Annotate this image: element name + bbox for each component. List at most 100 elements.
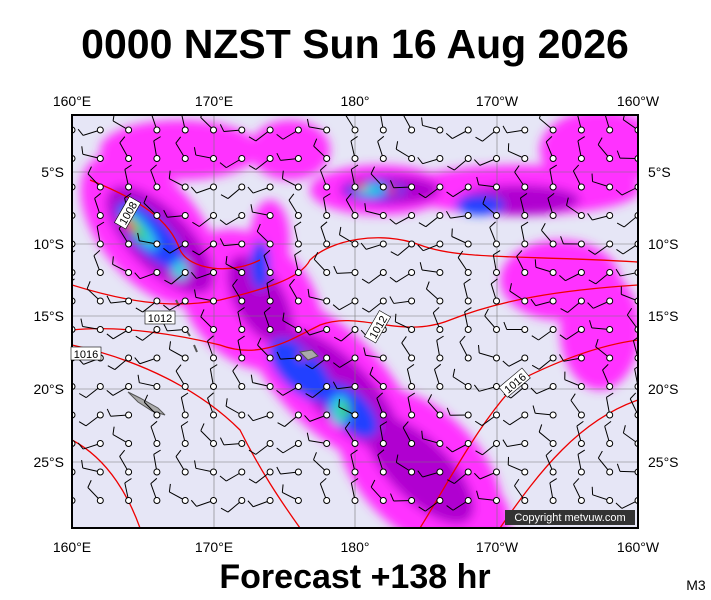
isobar-label-group: 1012	[144, 310, 176, 325]
station	[464, 269, 472, 276]
station	[436, 297, 444, 305]
station	[436, 240, 444, 248]
station	[493, 440, 500, 447]
station	[549, 468, 557, 476]
barb-feather	[190, 499, 197, 507]
barb-feather	[425, 281, 430, 290]
station	[96, 126, 104, 134]
station	[238, 354, 246, 362]
barb-feather	[106, 408, 112, 417]
barb-feather	[237, 335, 245, 341]
copyright: Copyright metvuw.com	[514, 512, 625, 524]
station	[294, 326, 302, 333]
station	[549, 354, 557, 362]
station	[436, 326, 444, 333]
station	[436, 126, 444, 134]
barb-feather	[304, 328, 310, 336]
barb-feather	[248, 164, 257, 170]
station	[181, 326, 189, 333]
station	[464, 383, 472, 390]
station	[266, 354, 274, 362]
barb-feather	[112, 256, 114, 265]
barb-feather	[277, 422, 285, 428]
barb-feather	[545, 449, 553, 456]
station	[379, 354, 387, 362]
station	[351, 269, 359, 276]
station	[493, 411, 500, 419]
station	[238, 269, 246, 276]
barb-feather	[379, 421, 388, 427]
station	[493, 354, 500, 362]
barb-feather	[190, 186, 197, 194]
barb-feather	[134, 272, 141, 280]
barb-feather	[446, 407, 451, 416]
barb-feather	[81, 146, 84, 155]
barb-feather	[276, 133, 284, 140]
barb-feather	[395, 141, 399, 150]
barb-feather	[633, 336, 638, 342]
station	[125, 383, 133, 390]
barb-feather	[436, 335, 444, 341]
station	[379, 269, 387, 276]
isobar-label-group: 1016	[70, 346, 102, 361]
station	[125, 297, 133, 305]
station	[379, 240, 387, 248]
barb-feather	[78, 421, 87, 427]
barb-feather	[106, 333, 114, 340]
barb-feather	[168, 483, 171, 492]
barb-feather	[473, 159, 481, 166]
station	[436, 383, 444, 390]
station	[96, 411, 104, 419]
barb-feather	[604, 420, 612, 427]
barb-feather	[112, 426, 115, 435]
station	[96, 212, 104, 219]
barb-feather	[72, 278, 75, 282]
title: 0000 NZST Sun 16 Aug 2026	[81, 21, 629, 67]
station	[238, 155, 246, 162]
station	[323, 411, 331, 419]
barb-feather	[124, 193, 132, 199]
station	[153, 383, 161, 390]
barb-feather	[282, 312, 285, 321]
barb-feather	[587, 302, 594, 309]
station	[577, 383, 585, 390]
barb-feather	[445, 132, 453, 139]
station	[549, 183, 557, 191]
station	[294, 155, 302, 162]
station	[408, 126, 416, 134]
barb-feather	[163, 323, 168, 332]
barb-feather	[51, 180, 54, 187]
station	[493, 183, 500, 191]
station	[210, 354, 217, 362]
station	[408, 212, 416, 219]
lon-label: 160°E	[53, 539, 91, 555]
lon-label: 180°	[341, 539, 370, 555]
station	[294, 383, 302, 390]
station	[606, 269, 614, 276]
barb-feather	[595, 338, 599, 347]
station	[606, 126, 614, 134]
station	[266, 240, 274, 248]
station	[464, 183, 472, 191]
station	[351, 497, 359, 504]
barb-feather	[263, 249, 271, 256]
barb-feather	[509, 283, 512, 292]
barb-feather	[560, 308, 568, 313]
station	[125, 468, 133, 476]
barb-feather	[192, 221, 200, 227]
barb-feather	[181, 421, 189, 427]
barb-feather	[175, 364, 182, 372]
station	[153, 411, 161, 419]
barb-feather	[181, 108, 188, 112]
barb-feather	[363, 347, 366, 356]
station	[549, 212, 557, 219]
station	[408, 440, 416, 447]
station	[351, 440, 359, 447]
station	[379, 212, 387, 219]
station	[379, 183, 387, 191]
barb-feather	[520, 193, 528, 199]
barb-feather	[364, 203, 367, 212]
barb-feather	[306, 118, 310, 127]
lon-label: 170°W	[476, 93, 519, 109]
barb-feather	[190, 271, 197, 279]
